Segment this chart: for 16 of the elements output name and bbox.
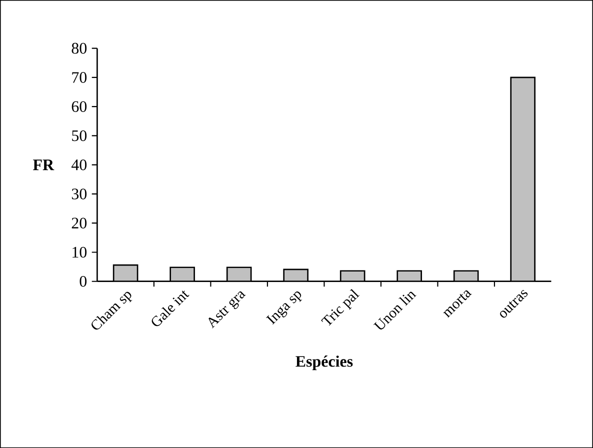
x-tick-label: Inga sp <box>266 291 302 325</box>
y-tick-label: 50 <box>72 130 87 141</box>
x-tick-label: Gale int <box>152 290 190 326</box>
y-tick-label: 20 <box>72 218 87 228</box>
y-axis-title: FR <box>33 160 54 170</box>
x-tick-label: Tric pal <box>321 288 360 326</box>
y-tick-label: 40 <box>71 159 87 170</box>
y-tick-label: 10 <box>72 246 87 258</box>
y-tick-label: 70 <box>72 72 87 83</box>
y-tick-label: 30 <box>72 188 87 200</box>
x-tick-label: Unon lin <box>373 292 416 330</box>
x-axis-title: Espécies <box>296 355 353 370</box>
y-tick-label: 60 <box>72 101 87 112</box>
y-tick-label: 0 <box>80 276 87 287</box>
y-tick-label: 80 <box>72 42 87 54</box>
x-tick-label: Astr gra <box>208 291 246 328</box>
